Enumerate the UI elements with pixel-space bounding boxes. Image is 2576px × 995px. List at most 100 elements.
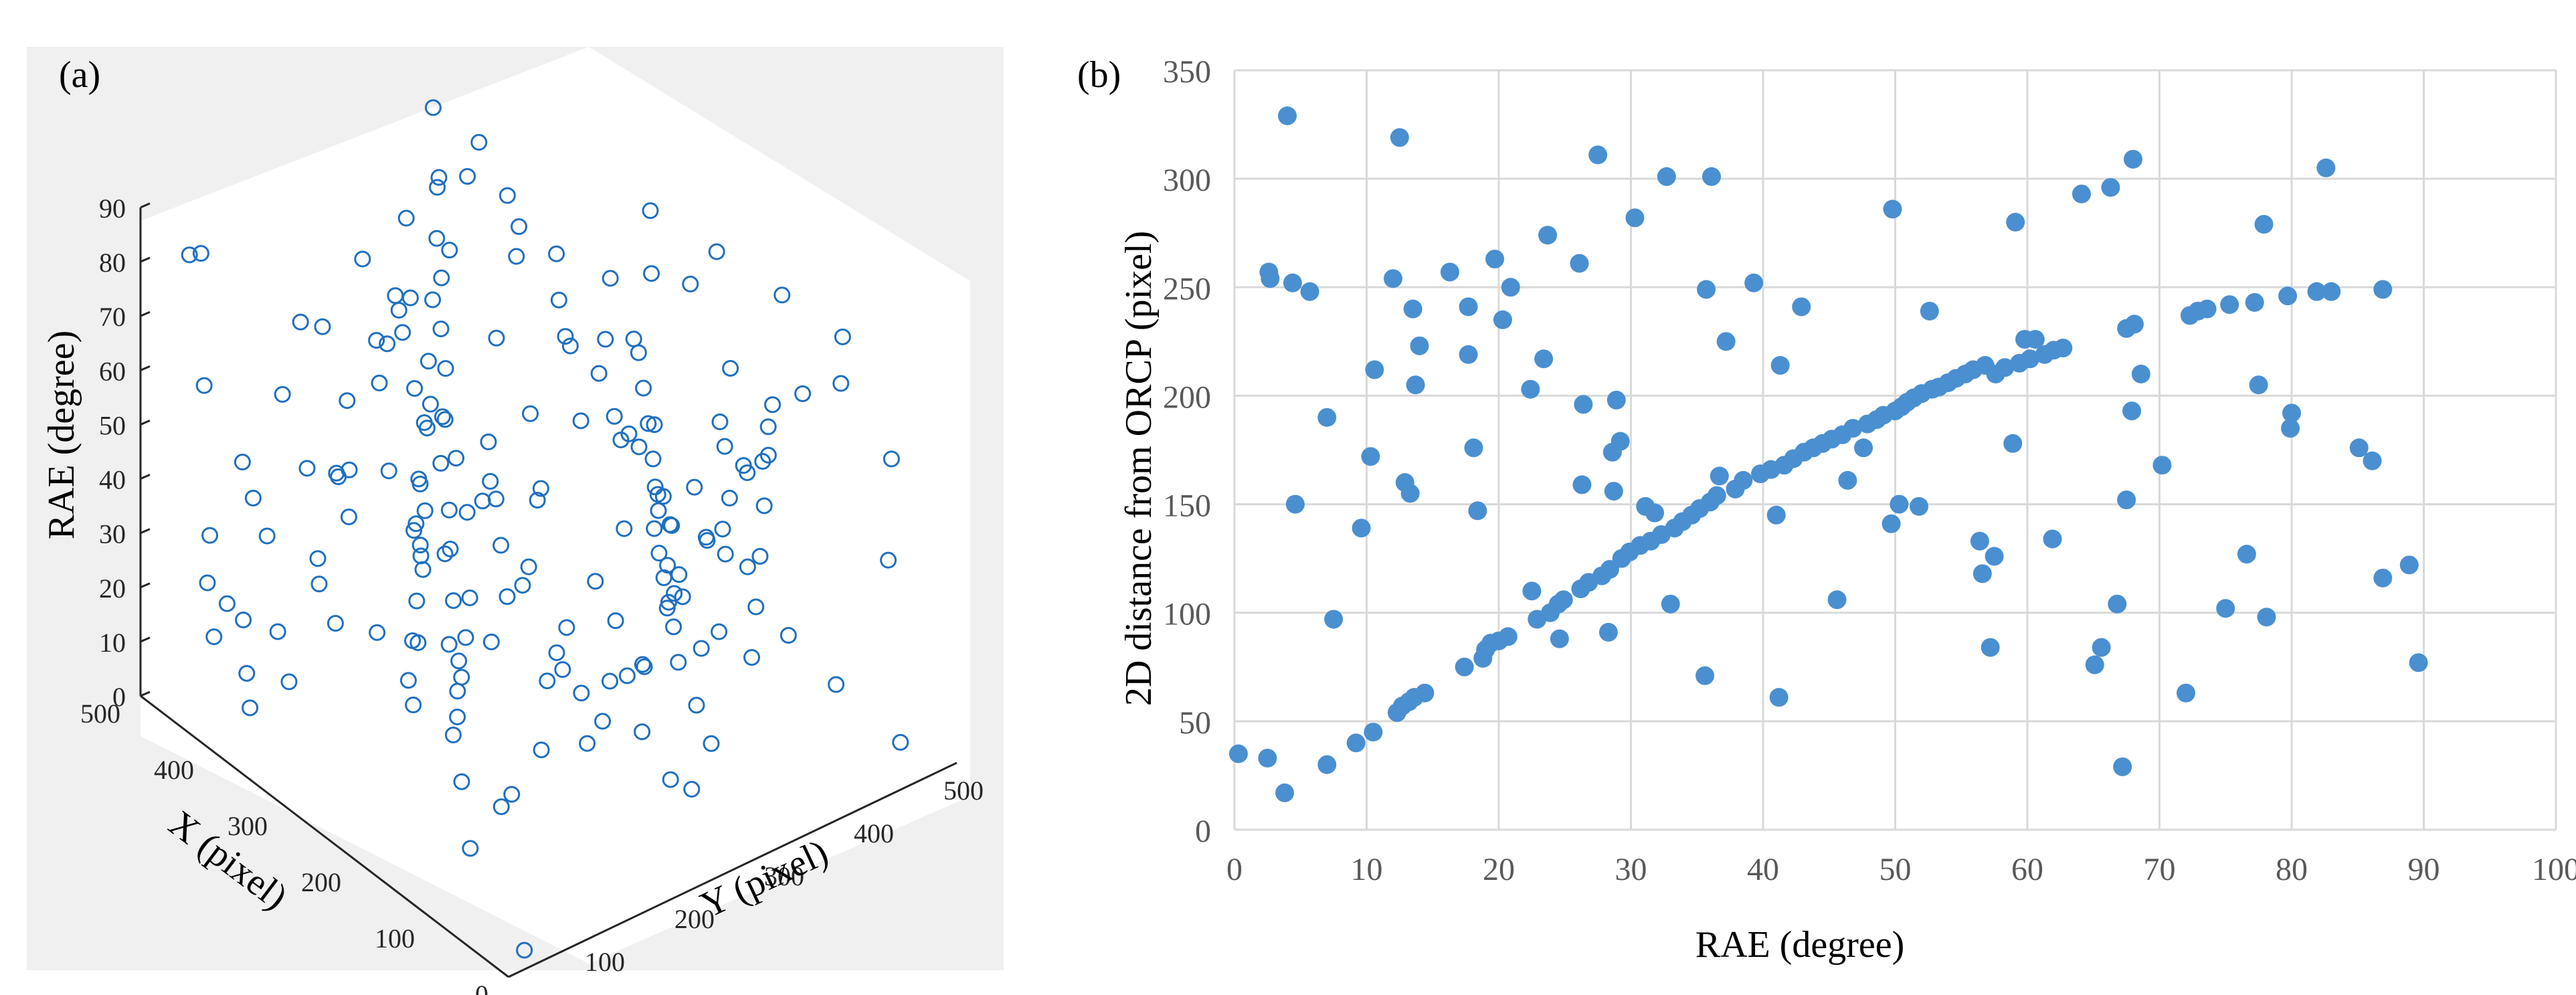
panel-b-data-point [1493,310,1512,329]
panel-b-x-tick-label: 30 [1615,852,1647,887]
panel-b-data-point [1352,519,1371,538]
panel-a-data-point [492,798,510,816]
panel-b-data-point [1228,744,1248,763]
panel-b-gridlines [1233,69,2557,831]
panel-b-data-point [2006,213,2025,232]
panel-a-data-point [508,248,525,265]
panel-a-data-point [832,375,850,392]
panel-b-data-point [2053,339,2073,358]
panel-b-data-point [1600,559,1619,579]
panel-a-data-point [548,644,565,661]
panel-a-data-point [407,515,425,533]
panel-a-data-point [532,480,549,497]
panel-b-data-point [1843,419,1863,438]
panel-a-z-tick-label: 10 [99,628,126,658]
panel-a-data-point [199,574,216,592]
panel-b-x-tick-label: 90 [2408,852,2440,887]
panel-b-data-point [1972,564,1992,583]
panel-a-data-point [462,840,479,857]
panel-a-data-point [711,413,729,430]
panel-a-data-point [743,649,761,666]
panel-a-data-point [433,269,450,286]
panel-a-x-tick-label: 500 [80,699,120,729]
panel-a-data-point [655,569,672,586]
panel-b-data-point [1770,356,1790,375]
panel-a-data-point [892,733,909,751]
panel-a-data-point [722,359,739,377]
panel-b-data-point [2117,490,2136,510]
panel-a-3d-scatter: (a) 010203040506070809001002003004005000… [27,47,1004,995]
panel-a-data-point [428,230,446,247]
panel-b-data-point [2278,286,2298,306]
panel-a-data-point [408,592,426,610]
panel-a-data-point [424,99,442,116]
panel-a-z-tick [140,636,151,643]
panel-a-data-point [379,335,396,353]
panel-b-data-point [2322,282,2341,301]
panel-a-data-point [711,623,728,640]
panel-b-y-tick-label: 300 [1163,163,1211,198]
panel-a-data-point [665,618,682,636]
panel-b-data-point [2101,178,2120,197]
panel-a-label: (a) [59,54,100,96]
panel-a-data-point [444,726,462,743]
panel-a-data-point [658,600,676,617]
panel-a-data-point [650,545,668,562]
panel-b-data-point [1588,145,1608,165]
panel-b-data-point [1890,494,1909,514]
panel-a-data-point [339,392,356,410]
panel-a-z-tick-label: 0 [112,682,126,712]
panel-b-x-tick-label: 80 [2276,852,2308,887]
panel-a-data-point [747,598,765,616]
panel-b-data-point [1455,657,1474,676]
panel-b-data-point [2281,419,2300,438]
panel-b-data-point [2113,757,2132,776]
panel-a-data-point [235,611,252,628]
panel-a-data-point [340,508,357,525]
panel-a-data-point [414,561,432,578]
panel-a-data-point [828,676,845,693]
panel-b-y-axis-label: 2D distance from ORCP (pixel) [1118,231,1160,706]
panel-b-x-tick-label: 10 [1351,852,1383,887]
panel-a-z-axis-label: RAE (degree) [41,331,82,540]
panel-a-data-point [686,478,703,496]
panel-a-data-point [258,527,276,545]
panel-b-data-point [1464,438,1483,458]
panel-a-data-point [721,489,738,507]
panel-a-data-point [280,673,298,691]
panel-a-data-point [759,418,777,436]
panel-b-data-point [1410,336,1429,355]
panel-b-data-point [1838,470,1857,490]
panel-a-data-point [440,636,458,653]
panel-b-data-point [1625,208,1645,228]
panel-a-data-point [834,328,851,345]
panel-a-data-point [520,558,537,575]
panel-b-x-tick-label: 40 [1747,852,1779,887]
panel-a-axes-box [139,207,957,978]
panel-a-data-point [625,331,642,348]
panel-b-data-point [2124,149,2142,169]
panel-b-data-point [2349,438,2369,458]
panel-a-data-point [445,592,462,610]
panel-a-data-point [666,585,683,602]
panel-a-data-point [238,664,256,682]
panel-b-data-point [2282,403,2301,423]
panel-a-points [181,99,909,959]
panel-b-data-point [1697,280,1716,299]
panel-a-data-point [590,365,608,382]
panel-b-data-point [1283,273,1302,292]
panel-a-data-point [662,771,679,788]
panel-a-x-tick-label: 300 [227,811,268,841]
panel-a-data-point [181,246,198,264]
panel-b-data-point [1572,475,1592,494]
panel-b-data-point [1910,496,1929,516]
panel-a-data-point [420,353,437,370]
panel-a-z-tick [140,310,151,317]
panel-b-data-point [2092,638,2111,657]
panel-a-data-point [630,438,648,456]
panel-a-data-point [498,187,516,204]
panel-b-data-point [2257,608,2276,627]
panel-a-data-point [539,672,556,690]
panel-a-data-point [434,408,451,426]
panel-b-data-point [1981,638,2000,657]
